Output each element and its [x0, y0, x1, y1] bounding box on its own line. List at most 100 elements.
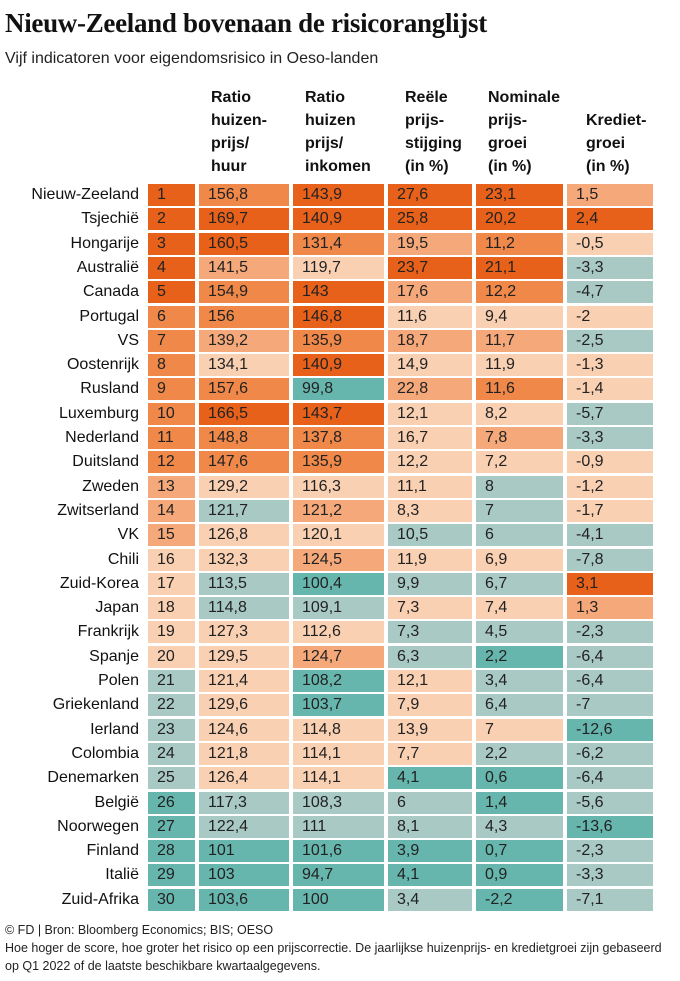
country-label: Australië [76, 258, 139, 276]
cell-nominale: 8,2 [476, 402, 563, 425]
cell-krediet: -1,2 [567, 475, 653, 498]
country-label: Zwitserland [57, 501, 139, 519]
country-label: Portugal [79, 307, 139, 325]
table-row: Griekenland 22 129,6 103,7 7,9 6,4 -7 [0, 694, 680, 717]
cell-krediet: -2,5 [567, 329, 653, 352]
cell-reele: 18,7 [388, 329, 472, 352]
cell-nominale: 4,3 [476, 815, 563, 838]
cell-nominale: 1,4 [476, 791, 563, 814]
cell-rank: 26 [148, 791, 195, 814]
cell-ratio_inkomen: 111 [293, 815, 384, 838]
cell-nominale: 0,7 [476, 840, 563, 863]
cell-reele: 17,6 [388, 281, 472, 304]
country-label: Finland [86, 842, 139, 860]
cell-ratio_inkomen: 114,8 [293, 718, 384, 741]
cell-nominale: 11,6 [476, 378, 563, 401]
table-row: Zwitserland 14 121,7 121,2 8,3 7 -1,7 [0, 499, 680, 522]
cell-ratio_inkomen: 124,7 [293, 645, 384, 668]
cell-reele: 8,1 [388, 815, 472, 838]
cell-krediet: -3,3 [567, 256, 653, 279]
cell-reele: 3,9 [388, 840, 472, 863]
table-row: Ierland 23 124,6 114,8 13,9 7 -12,6 [0, 718, 680, 741]
cell-rank: 12 [148, 451, 195, 474]
cell-reele: 7,7 [388, 742, 472, 765]
cell-rank: 25 [148, 767, 195, 790]
table-row: VS 7 139,2 135,9 18,7 11,7 -2,5 [0, 329, 680, 352]
cell-reele: 6,3 [388, 645, 472, 668]
table-row: Denemarken 25 126,4 114,1 4,1 0,6 -6,4 [0, 767, 680, 790]
country-label: Frankrijk [77, 623, 139, 641]
cell-rank: 20 [148, 645, 195, 668]
country-label: Griekenland [52, 696, 139, 714]
cell-krediet: 1,5 [567, 184, 653, 206]
cell-reele: 23,7 [388, 256, 472, 279]
cell-krediet: 1,3 [567, 597, 653, 620]
cell-nominale: 6,4 [476, 694, 563, 717]
cell-krediet: 3,1 [567, 572, 653, 595]
chart-title: Nieuw-Zeeland bovenaan de risicoranglijs… [5, 8, 487, 38]
cell-ratio_huur: 139,2 [199, 329, 289, 352]
cell-reele: 8,3 [388, 499, 472, 522]
cell-rank: 9 [148, 378, 195, 401]
country-label: VS [117, 331, 139, 349]
cell-rank: 16 [148, 548, 195, 571]
cell-nominale: 9,4 [476, 305, 563, 328]
table-row: Zuid-Korea 17 113,5 100,4 9,9 6,7 3,1 [0, 572, 680, 595]
country-label: Zuid-Korea [59, 574, 139, 592]
country-label: VK [117, 526, 139, 544]
country-label: Zuid-Afrika [61, 890, 139, 908]
cell-rank: 10 [148, 402, 195, 425]
table-row: Japan 18 114,8 109,1 7,3 7,4 1,3 [0, 597, 680, 620]
cell-nominale: 0,6 [476, 767, 563, 790]
cell-reele: 19,5 [388, 232, 472, 255]
cell-ratio_huur: 103,6 [199, 888, 289, 911]
table-row: Luxemburg 10 166,5 143,7 12,1 8,2 -5,7 [0, 402, 680, 425]
table-row: Noorwegen 27 122,4 111 8,1 4,3 -13,6 [0, 815, 680, 838]
cell-nominale: 2,2 [476, 645, 563, 668]
cell-ratio_inkomen: 146,8 [293, 305, 384, 328]
cell-ratio_inkomen: 114,1 [293, 742, 384, 765]
cell-ratio_huur: 114,8 [199, 597, 289, 620]
cell-ratio_inkomen: 99,8 [293, 378, 384, 401]
table-row: Australië 4 141,5 119,7 23,7 21,1 -3,3 [0, 256, 680, 279]
cell-ratio_inkomen: 143,9 [293, 184, 384, 206]
source-note: © FD | Bron: Bloomberg Economics; BIS; O… [5, 923, 274, 937]
cell-ratio_huur: 117,3 [199, 791, 289, 814]
cell-nominale: 7 [476, 718, 563, 741]
cell-rank: 5 [148, 281, 195, 304]
cell-ratio_inkomen: 119,7 [293, 256, 384, 279]
country-label: Noorwegen [57, 817, 139, 835]
table-row: Hongarije 3 160,5 131,4 19,5 11,2 -0,5 [0, 232, 680, 255]
cell-ratio_huur: 101 [199, 840, 289, 863]
cell-rank: 28 [148, 840, 195, 863]
table-row: Polen 21 121,4 108,2 12,1 3,4 -6,4 [0, 670, 680, 692]
cell-nominale: 12,2 [476, 281, 563, 304]
cell-krediet: -4,1 [567, 524, 653, 547]
cell-rank: 22 [148, 694, 195, 717]
cell-krediet: -3,3 [567, 864, 653, 887]
country-label: Zweden [82, 477, 139, 495]
cell-ratio_huur: 154,9 [199, 281, 289, 304]
cell-krediet: -1,3 [567, 354, 653, 377]
cell-ratio_huur: 121,7 [199, 499, 289, 522]
cell-ratio_huur: 147,6 [199, 451, 289, 474]
cell-reele: 10,5 [388, 524, 472, 547]
country-label: Duitsland [72, 453, 139, 471]
cell-rank: 8 [148, 354, 195, 377]
cell-reele: 7,9 [388, 694, 472, 717]
cell-ratio_inkomen: 101,6 [293, 840, 384, 863]
cell-rank: 24 [148, 742, 195, 765]
cell-ratio_huur: 121,8 [199, 742, 289, 765]
country-label: Polen [98, 672, 139, 689]
cell-krediet: -7,8 [567, 548, 653, 571]
cell-nominale: 23,1 [476, 184, 563, 206]
cell-rank: 4 [148, 256, 195, 279]
cell-nominale: 7,4 [476, 597, 563, 620]
table-row: Frankrijk 19 127,3 112,6 7,3 4,5 -2,3 [0, 621, 680, 644]
table-row: Duitsland 12 147,6 135,9 12,2 7,2 -0,9 [0, 451, 680, 474]
cell-krediet: -12,6 [567, 718, 653, 741]
cell-rank: 21 [148, 670, 195, 692]
cell-krediet: -6,4 [567, 670, 653, 692]
cell-reele: 22,8 [388, 378, 472, 401]
cell-ratio_inkomen: 103,7 [293, 694, 384, 717]
